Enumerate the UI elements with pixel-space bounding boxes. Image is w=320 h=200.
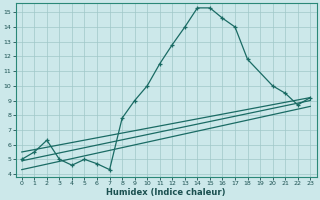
X-axis label: Humidex (Indice chaleur): Humidex (Indice chaleur) [106,188,226,197]
